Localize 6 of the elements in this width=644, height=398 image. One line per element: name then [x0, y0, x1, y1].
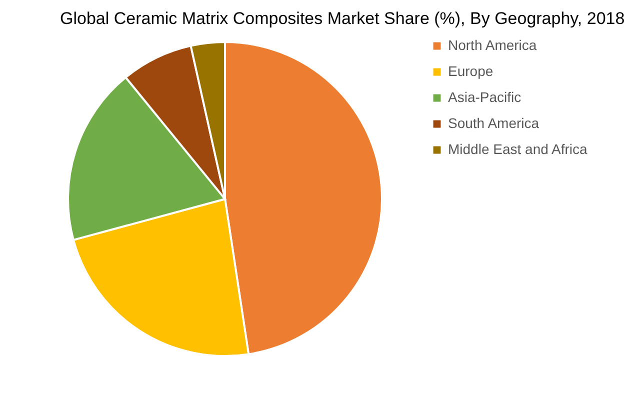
legend-label: Middle East and Africa	[448, 141, 588, 157]
legend-label: South America	[448, 115, 540, 131]
legend-label: North America	[448, 37, 537, 53]
legend-label: Asia-Pacific	[448, 89, 522, 105]
chart-title: Global Ceramic Matrix Composites Market Share (%), By Geography, 2018	[60, 9, 625, 28]
legend-label: Europe	[448, 63, 494, 79]
